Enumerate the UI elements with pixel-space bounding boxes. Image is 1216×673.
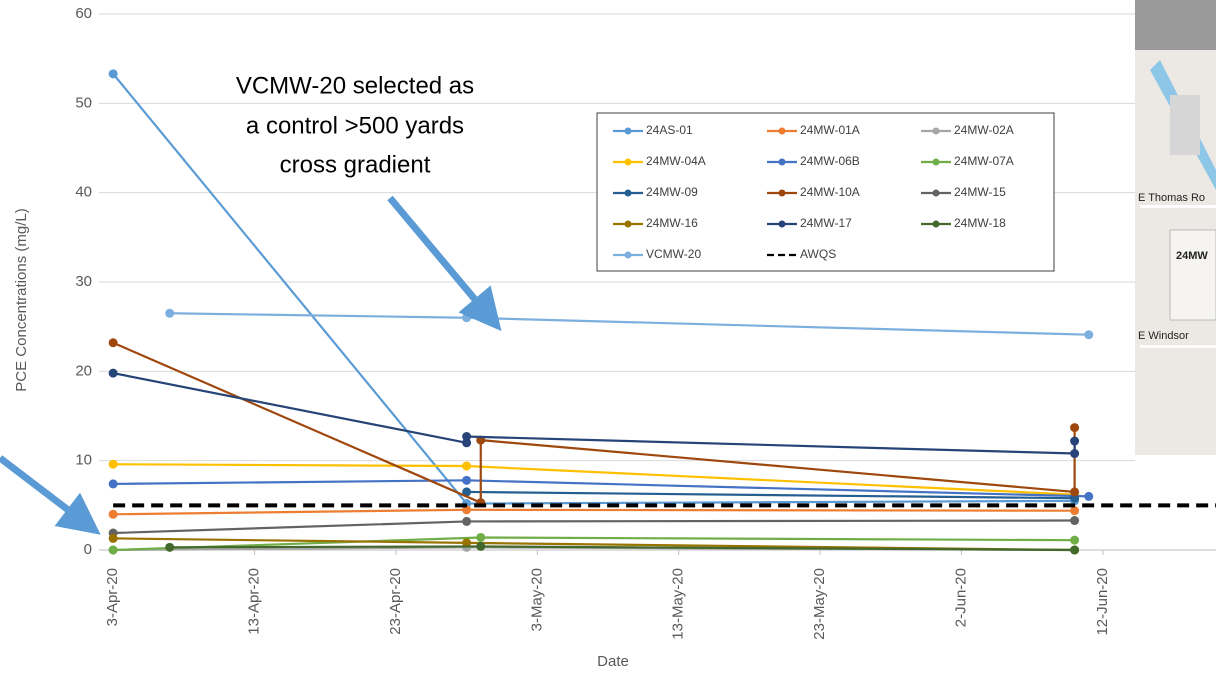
parcel (1170, 230, 1216, 320)
data-point (109, 510, 118, 519)
data-point (462, 462, 471, 471)
map-label: 24MW (1176, 250, 1208, 262)
series-line (113, 510, 1074, 514)
arrow (0, 458, 84, 522)
road (1140, 345, 1216, 348)
data-point (1070, 449, 1079, 458)
building (1170, 95, 1200, 155)
chart: PCE Concentrations (mg/L) Date VCMW-20 s… (0, 0, 1216, 673)
legend-marker (625, 128, 632, 135)
y-tick-label: 0 (84, 541, 92, 558)
x-tick-label: 13-May-20 (670, 568, 687, 640)
annotation: cross gradient (280, 151, 431, 178)
legend-label: 24MW-02A (954, 123, 1014, 137)
data-point (1084, 492, 1093, 501)
map-photo (1135, 0, 1216, 50)
x-tick-label: 2-Jun-20 (952, 568, 969, 627)
legend-marker (779, 128, 786, 135)
x-tick-label: 12-Jun-20 (1094, 568, 1111, 636)
annotation: VCMW-20 selected as (236, 72, 474, 99)
data-point (1070, 536, 1079, 545)
legend-marker (625, 252, 632, 259)
page: PCE Concentrations (mg/L) Date VCMW-20 s… (0, 0, 1216, 673)
map-label: E Windsor (1138, 330, 1189, 342)
map: E Thomas Ro 24MW E Windsor (1135, 0, 1216, 455)
annotation: a control >500 yards (246, 112, 464, 139)
data-point (165, 543, 174, 552)
x-tick-label: 23-May-20 (811, 568, 828, 640)
series-line (113, 343, 1074, 503)
data-point (476, 533, 485, 542)
y-tick-label: 20 (75, 362, 92, 379)
data-point (109, 69, 118, 78)
legend-label: 24MW-07A (954, 154, 1014, 168)
arrow (390, 198, 488, 315)
legend-marker (779, 221, 786, 228)
legend-label: 24MW-17 (800, 216, 852, 230)
legend-label: 24MW-09 (646, 185, 698, 199)
legend-marker (625, 190, 632, 197)
series-line (113, 373, 1074, 453)
legend-marker (933, 159, 940, 166)
legend-marker (625, 221, 632, 228)
data-point (1070, 423, 1079, 432)
legend-marker (625, 159, 632, 166)
series-line (113, 521, 1074, 534)
legend-label: 24MW-18 (954, 216, 1006, 230)
legend-marker (779, 159, 786, 166)
legend-marker (933, 128, 940, 135)
data-point (462, 313, 471, 322)
data-point (1070, 506, 1079, 515)
map-bg (1135, 0, 1216, 455)
x-tick-label: 3-Apr-20 (104, 568, 121, 626)
data-point (1070, 437, 1079, 446)
data-point (109, 534, 118, 543)
map-label: E Thomas Ro (1138, 192, 1205, 204)
data-point (462, 517, 471, 526)
legend-marker (779, 190, 786, 197)
y-tick-label: 50 (75, 94, 92, 111)
legend-label: 24MW-04A (646, 154, 706, 168)
legend-label: 24AS-01 (646, 123, 693, 137)
y-tick-label: 30 (75, 273, 92, 290)
legend-label: 24MW-06B (800, 154, 860, 168)
data-point (1070, 546, 1079, 555)
data-point (462, 476, 471, 485)
data-point (476, 542, 485, 551)
data-point (109, 369, 118, 378)
legend-label: AWQS (800, 247, 836, 261)
data-point (462, 432, 471, 441)
data-point (1070, 516, 1079, 525)
x-tick-label: 3-May-20 (528, 568, 545, 631)
legend-label: VCMW-20 (646, 247, 701, 261)
data-point (165, 309, 174, 318)
data-point (1084, 330, 1093, 339)
x-axis-title: Date (597, 653, 629, 670)
y-axis-title: PCE Concentrations (mg/L) (13, 208, 30, 391)
legend-label: 24MW-16 (646, 216, 698, 230)
legend-label: 24MW-01A (800, 123, 860, 137)
y-tick-label: 10 (75, 452, 92, 469)
legend-label: 24MW-15 (954, 185, 1006, 199)
data-point (109, 479, 118, 488)
data-point (109, 546, 118, 555)
data-point (1070, 487, 1079, 496)
x-tick-label: 23-Apr-20 (387, 568, 404, 635)
y-tick-label: 40 (75, 184, 92, 201)
legend-label: 24MW-10A (800, 185, 860, 199)
road (1140, 205, 1216, 208)
series-line (170, 313, 1089, 334)
data-point (109, 460, 118, 469)
legend-marker (933, 190, 940, 197)
y-tick-label: 60 (75, 5, 92, 22)
x-tick-label: 13-Apr-20 (246, 568, 263, 635)
legend-marker (933, 221, 940, 228)
data-point (109, 338, 118, 347)
